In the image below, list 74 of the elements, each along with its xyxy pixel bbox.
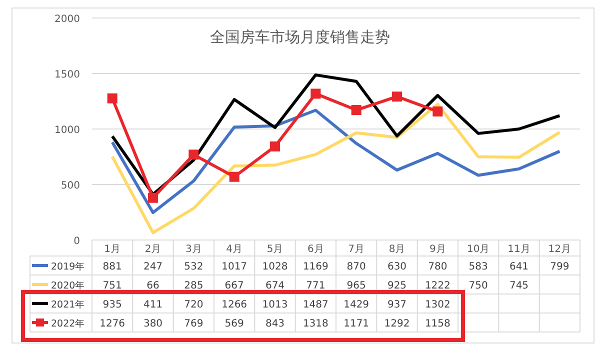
data-label: 1028 bbox=[262, 262, 288, 272]
data-label: 630 bbox=[387, 262, 407, 272]
x-tick-label: 1月 bbox=[104, 244, 121, 255]
x-tick-label: 2月 bbox=[144, 244, 162, 255]
data-label: 935 bbox=[102, 300, 122, 310]
data-label: 1222 bbox=[424, 280, 450, 292]
point bbox=[351, 105, 362, 116]
data-label: 843 bbox=[265, 318, 285, 330]
data-label: 532 bbox=[184, 262, 204, 272]
data-label: 247 bbox=[143, 262, 163, 272]
line-series bbox=[110, 102, 562, 234]
legend-label: 2019年 bbox=[51, 260, 86, 272]
x-tick-label: 6月 bbox=[307, 244, 324, 255]
data-label: 380 bbox=[143, 318, 163, 330]
x-tick-label: 3月 bbox=[185, 244, 202, 255]
data-label: 583 bbox=[468, 262, 488, 272]
data-label: 799 bbox=[550, 262, 570, 272]
x-tick-label: 9月 bbox=[429, 244, 446, 255]
data-label: 965 bbox=[346, 280, 366, 292]
data-label: 667 bbox=[224, 280, 244, 292]
y-tick-label: 0 bbox=[74, 236, 80, 247]
point bbox=[188, 150, 199, 160]
legend-label: 2020年 bbox=[51, 280, 86, 292]
data-label: 720 bbox=[184, 300, 204, 310]
data-label: 1017 bbox=[222, 262, 248, 272]
legend-label: 2021年 bbox=[51, 298, 86, 310]
data-label: 870 bbox=[346, 262, 366, 272]
legend-label: 2022年 bbox=[51, 318, 86, 330]
y-tick-label: 1000 bbox=[54, 125, 80, 136]
x-tick-label: 7月 bbox=[348, 244, 365, 255]
data-label: 1487 bbox=[302, 300, 328, 310]
data-label: 1302 bbox=[424, 300, 450, 310]
x-tick-label: 8月 bbox=[388, 244, 406, 255]
data-label: 769 bbox=[184, 318, 204, 330]
data-label: 1013 bbox=[262, 300, 288, 310]
data-label: 411 bbox=[143, 300, 163, 310]
x-tick-label: 11月 bbox=[508, 244, 530, 255]
data-label: 1276 bbox=[100, 318, 126, 330]
x-tick-label: 4月 bbox=[226, 244, 243, 255]
data-label: 745 bbox=[509, 280, 529, 292]
data-label: 1266 bbox=[222, 300, 248, 310]
point bbox=[229, 172, 240, 182]
data-label: 751 bbox=[102, 280, 122, 292]
y-tick-label: 1500 bbox=[54, 70, 80, 80]
data-label: 1318 bbox=[302, 318, 328, 330]
data-label: 1292 bbox=[384, 318, 410, 330]
x-tick-label: 10月 bbox=[466, 244, 490, 255]
data-label: 780 bbox=[428, 262, 448, 272]
line-series bbox=[110, 108, 562, 214]
point bbox=[392, 92, 402, 102]
y-tick-label: 500 bbox=[60, 180, 80, 192]
data-label: 285 bbox=[184, 280, 204, 292]
data-label: 750 bbox=[468, 280, 488, 292]
point bbox=[148, 192, 158, 203]
data-label: 937 bbox=[387, 300, 407, 310]
data-label: 1169 bbox=[302, 262, 328, 272]
data-label: 641 bbox=[509, 262, 529, 272]
data-label: 66 bbox=[146, 280, 160, 292]
x-tick-label: 12月 bbox=[548, 244, 572, 255]
data-label: 881 bbox=[102, 262, 122, 272]
data-label: 1171 bbox=[344, 318, 370, 330]
point bbox=[270, 141, 280, 152]
data-label: 569 bbox=[224, 318, 244, 330]
x-tick-label: 5月 bbox=[266, 244, 284, 255]
data-label: 1158 bbox=[424, 318, 450, 330]
point bbox=[310, 88, 321, 99]
data-label: 771 bbox=[306, 280, 326, 292]
data-label: 674 bbox=[265, 280, 285, 292]
point bbox=[432, 106, 443, 116]
text: 全国房车市场月度销售走势 bbox=[210, 28, 390, 46]
y-tick-label: 2000 bbox=[54, 14, 80, 25]
point bbox=[107, 93, 118, 104]
data-label: 1429 bbox=[344, 300, 370, 310]
data-label: 925 bbox=[387, 280, 407, 292]
